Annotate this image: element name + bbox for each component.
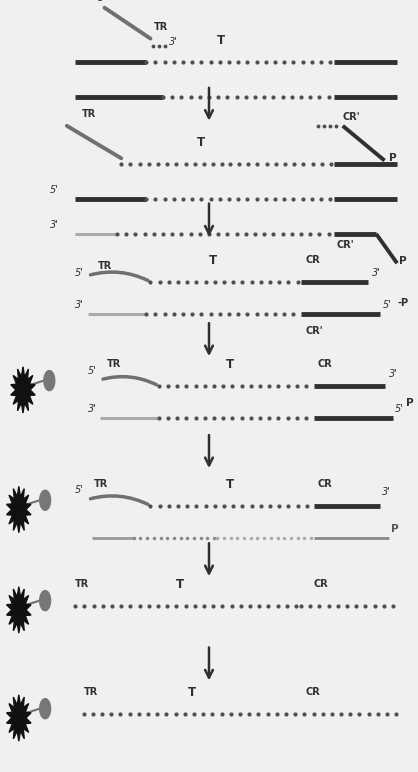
Text: 5': 5' [382, 300, 391, 310]
Text: CR': CR' [305, 327, 323, 336]
Text: CR': CR' [336, 241, 354, 250]
Text: 3': 3' [88, 405, 97, 414]
Text: 3': 3' [389, 370, 398, 379]
Text: TR: TR [107, 360, 121, 369]
Text: CR: CR [305, 256, 320, 265]
Polygon shape [11, 367, 35, 413]
Text: T: T [176, 578, 184, 591]
Text: 3': 3' [372, 268, 381, 277]
Text: T: T [217, 34, 225, 46]
Text: TR: TR [84, 688, 98, 697]
Text: -P: -P [397, 298, 408, 307]
Text: P: P [389, 154, 396, 163]
Polygon shape [40, 490, 51, 510]
Text: TR: TR [154, 22, 168, 32]
Text: 5': 5' [50, 185, 59, 195]
Text: CR: CR [318, 479, 332, 489]
Text: TR: TR [75, 580, 89, 589]
Text: CR': CR' [343, 112, 360, 121]
Polygon shape [44, 371, 55, 391]
Text: TR: TR [98, 262, 112, 271]
Text: T: T [188, 686, 196, 699]
Text: TR: TR [94, 479, 108, 489]
Text: 5': 5' [88, 366, 97, 375]
Polygon shape [40, 591, 51, 611]
Polygon shape [7, 695, 31, 741]
Text: 3': 3' [382, 487, 391, 496]
Polygon shape [7, 486, 31, 533]
Text: TR: TR [82, 110, 96, 119]
Text: 3': 3' [50, 220, 59, 229]
Text: T: T [196, 137, 204, 149]
Text: P: P [399, 256, 407, 266]
Text: CR: CR [314, 580, 328, 589]
Polygon shape [40, 699, 51, 719]
Text: T: T [226, 358, 234, 371]
Text: CR: CR [318, 360, 332, 369]
Text: 3': 3' [75, 300, 84, 310]
Text: 5': 5' [395, 405, 404, 414]
Text: 5': 5' [75, 268, 84, 277]
Text: T: T [226, 478, 234, 490]
Text: P: P [391, 524, 398, 533]
Polygon shape [7, 587, 31, 633]
Text: 5': 5' [75, 486, 84, 495]
Text: 5': 5' [98, 0, 107, 3]
Text: P: P [406, 398, 414, 408]
Text: T: T [209, 254, 217, 266]
Text: CR: CR [305, 688, 320, 697]
Text: 3': 3' [169, 38, 178, 47]
